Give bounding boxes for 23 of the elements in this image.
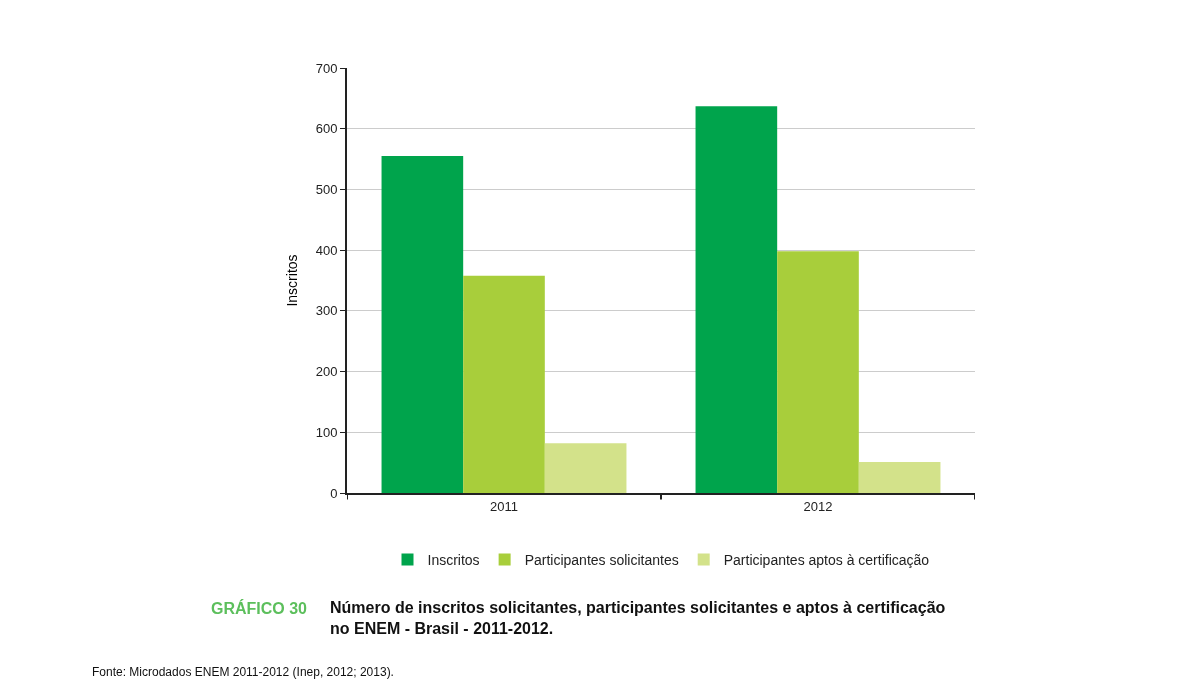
legend-label: Inscritos: [427, 552, 480, 569]
y-tick-label: 0: [330, 485, 338, 501]
y-tick-label: 500: [315, 181, 338, 197]
legend-label: Participantes solicitantes: [524, 552, 679, 569]
bar: [463, 275, 545, 493]
text: Número de inscritos solicitantes, participantes solicitantes e aptos à certificação no ENEM - Brasil - 2011-2012.: [330, 599, 946, 637]
bar: [381, 156, 464, 493]
bar: [695, 106, 778, 493]
text: GRÁFICO 30: [211, 599, 308, 617]
bar: [544, 443, 627, 493]
y-tick-label: 400: [315, 242, 338, 258]
y-tick-label: 700: [315, 60, 338, 76]
bar: [777, 251, 859, 493]
x-tick-label: 2012: [803, 498, 833, 514]
bar: [858, 462, 941, 493]
y-tick-label: 200: [315, 364, 338, 380]
source-note: Fonte: Microdados ENEM 2011-2012 (Inep, 2012; 2013).: [92, 665, 394, 679]
legend-label: Participantes aptos à certificação: [723, 552, 930, 569]
y-tick-label: 100: [315, 424, 338, 440]
x-tick-label: 2011: [490, 498, 518, 514]
y-tick-label: 600: [315, 121, 338, 137]
y-axis-title: Inscritos: [283, 254, 300, 307]
y-tick-label: 300: [315, 303, 338, 319]
